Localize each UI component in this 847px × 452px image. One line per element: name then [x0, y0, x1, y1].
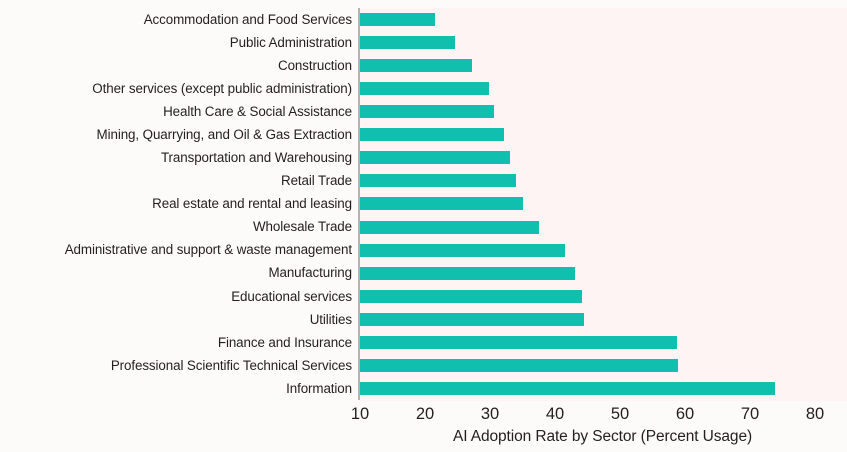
bar[interactable] [360, 266, 575, 280]
bar-track [360, 192, 524, 215]
bar-row[interactable]: Real estate and rental and leasing [0, 192, 847, 215]
bar-category-label: Transportation and Warehousing [160, 150, 352, 166]
x-axis-tick-labels: 10 20 30 40 50 60 70 80 [0, 404, 847, 428]
x-tick-label: 80 [805, 405, 825, 423]
bar-category-label: Mining, Quarrying, and Oil & Gas Extract… [96, 127, 353, 143]
bar[interactable] [360, 358, 678, 372]
bar-row[interactable]: Accommodation and Food Services [0, 8, 847, 31]
bar-category-label: Retail Trade [281, 173, 352, 189]
bar-track [360, 123, 504, 146]
bar-track [360, 308, 585, 331]
bar-track [360, 8, 436, 31]
bar-category-label: Wholesale Trade [253, 219, 352, 235]
bar-row[interactable]: Health Care & Social Assistance [0, 100, 847, 123]
x-tick-label: 10 [350, 405, 370, 423]
bar[interactable] [360, 36, 455, 50]
bar-track [360, 169, 516, 192]
bar-row[interactable]: Transportation and Warehousing [0, 146, 847, 169]
bar[interactable] [360, 128, 504, 142]
bar-track [360, 54, 472, 77]
bar-track [360, 146, 510, 169]
x-tick-label: 20 [415, 405, 435, 423]
bar-row[interactable]: Educational services [0, 285, 847, 308]
bar[interactable] [360, 289, 583, 303]
bar-row[interactable]: Other services (except public administra… [0, 77, 847, 100]
bar-category-label: Construction [278, 57, 352, 73]
bar[interactable] [360, 59, 472, 73]
bar-row[interactable]: Finance and Insurance [0, 331, 847, 354]
bar-row[interactable]: Manufacturing [0, 262, 847, 285]
bar-category-label: Professional Scientific Technical Servic… [110, 357, 352, 373]
x-axis-line [358, 400, 847, 401]
bar[interactable] [360, 174, 516, 188]
bar-category-label: Finance and Insurance [217, 334, 352, 350]
bar-track [360, 216, 539, 239]
bar-category-label: Accommodation and Food Services [143, 11, 352, 27]
bar-row[interactable]: Professional Scientific Technical Servic… [0, 354, 847, 377]
bar-category-label: Educational services [231, 288, 352, 304]
bar-track [360, 377, 775, 400]
x-axis-title: AI Adoption Rate by Sector (Percent Usag… [452, 428, 753, 445]
bar-row[interactable]: Mining, Quarrying, and Oil & Gas Extract… [0, 123, 847, 146]
x-tick-label: 60 [675, 405, 695, 423]
bar-category-label: Administrative and support & waste manag… [64, 242, 352, 258]
bar-track [360, 100, 494, 123]
bar[interactable] [360, 82, 489, 96]
bar-row[interactable]: Administrative and support & waste manag… [0, 239, 847, 262]
bar-track [360, 31, 455, 54]
bar-row[interactable]: Retail Trade [0, 169, 847, 192]
x-tick-label: 50 [610, 405, 630, 423]
bar-category-label: Manufacturing [268, 265, 352, 281]
y-axis-spine [358, 8, 360, 400]
bar[interactable] [360, 381, 775, 395]
bar[interactable] [360, 220, 539, 234]
x-tick-label: 30 [480, 405, 500, 423]
bar-track [360, 262, 575, 285]
bar-row[interactable]: Wholesale Trade [0, 216, 847, 239]
bar[interactable] [360, 105, 494, 119]
bar[interactable] [360, 335, 678, 349]
bar-track [360, 331, 678, 354]
bar-track [360, 239, 566, 262]
bar[interactable] [360, 243, 566, 257]
bar-category-label: Information [286, 380, 352, 396]
bar-track [360, 354, 678, 377]
x-tick-label: 40 [545, 405, 565, 423]
x-tick-label: 70 [740, 405, 760, 423]
bar-rows-container: Accommodation and Food Services Public Ad… [0, 8, 847, 400]
bar-row[interactable]: Construction [0, 54, 847, 77]
bar-category-label: Other services (except public administra… [92, 80, 352, 96]
bar[interactable] [360, 13, 436, 27]
bar-row[interactable]: Information [0, 377, 847, 400]
bar[interactable] [360, 151, 510, 165]
bar-row[interactable]: Public Administration [0, 31, 847, 54]
bar-category-label: Real estate and rental and leasing [152, 196, 352, 212]
bar-row[interactable]: Utilities [0, 308, 847, 331]
bar[interactable] [360, 312, 585, 326]
bar-category-label: Utilities [309, 311, 352, 327]
bar-track [360, 77, 489, 100]
bar-category-label: Health Care & Social Assistance [163, 104, 352, 120]
bar-category-label: Public Administration [229, 34, 352, 50]
bar[interactable] [360, 197, 524, 211]
bar-track [360, 285, 583, 308]
